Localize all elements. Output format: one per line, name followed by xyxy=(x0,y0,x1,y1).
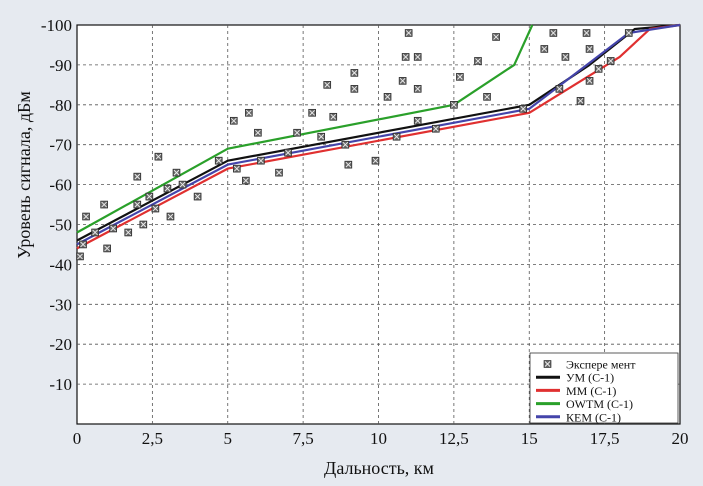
scatter-point xyxy=(133,200,142,209)
legend-label: УМ (С-1) xyxy=(566,371,614,385)
scatter-point xyxy=(178,180,187,189)
x-tick-label: 15 xyxy=(521,429,538,448)
scatter-point xyxy=(109,224,117,233)
y-tick-label: -40 xyxy=(49,255,72,274)
tick-labels: 0 2,5 5 7,5 10 12,5 15 17,5 20 -10 -20 -30 -40 -50 -60… xyxy=(41,16,689,448)
y-tick-label: -80 xyxy=(49,96,72,115)
scatter-point xyxy=(392,132,401,141)
y-tick-label: -70 xyxy=(49,136,72,155)
scatter-point xyxy=(79,240,87,249)
scatter-point xyxy=(344,160,353,169)
scatter-point xyxy=(308,108,316,117)
scatter-point xyxy=(404,29,413,37)
scatter-point xyxy=(254,128,262,137)
scatter-point xyxy=(585,45,594,53)
scatter-point xyxy=(401,53,410,61)
scatter-point xyxy=(624,29,633,37)
scatter-point xyxy=(492,33,500,41)
scatter-point xyxy=(398,77,407,85)
scatter-point xyxy=(371,156,380,165)
scatter-point xyxy=(329,112,338,121)
scatter-point xyxy=(323,81,332,89)
x-tick-label: 20 xyxy=(672,429,689,448)
scatter-point xyxy=(350,69,359,77)
scatter-point xyxy=(594,65,603,73)
scatter-point xyxy=(103,244,111,253)
scatter-point xyxy=(172,168,181,177)
scatter-point xyxy=(483,93,491,101)
scatter-point xyxy=(555,85,564,93)
scatter-point xyxy=(76,252,84,261)
scatter-point xyxy=(450,101,458,109)
x-tick-label: 7,5 xyxy=(293,429,314,448)
y-tick-label: -90 xyxy=(49,56,72,75)
legend-label: КЕМ (С-1) xyxy=(566,410,621,424)
y-tick-label: -10 xyxy=(49,375,72,394)
y-axis-label: Уровень сигнала, дБм xyxy=(14,91,34,259)
legend-marker xyxy=(543,360,552,368)
scatter-point xyxy=(284,148,292,157)
scatter-point xyxy=(139,220,148,229)
scatter-point xyxy=(154,152,163,161)
x-tick-label: 10 xyxy=(370,429,387,448)
y-tick-label: -20 xyxy=(49,335,72,354)
scatter-point xyxy=(293,128,301,137)
scatter-point xyxy=(163,184,172,193)
scatter-point xyxy=(576,97,585,105)
y-tick-label: -100 xyxy=(41,16,72,35)
scatter-point xyxy=(561,53,570,61)
scatter-point xyxy=(431,124,440,133)
scatter-point xyxy=(275,168,283,177)
scatter-point xyxy=(214,156,223,165)
scatter-point xyxy=(456,73,464,81)
scatter-point xyxy=(257,156,265,165)
scatter-point xyxy=(474,57,482,65)
scatter-point xyxy=(383,93,392,101)
scatter-point xyxy=(232,164,241,173)
scatter-point xyxy=(549,29,558,37)
x-tick-label: 12,5 xyxy=(439,429,469,448)
scatter-point xyxy=(245,108,253,117)
series-line xyxy=(76,23,681,246)
x-tick-label: 17,5 xyxy=(590,429,620,448)
y-tick-label: -50 xyxy=(49,216,72,235)
scatter-point xyxy=(229,116,238,125)
scatter-point xyxy=(133,172,142,181)
y-tick-label: -60 xyxy=(49,176,72,195)
scatter-point xyxy=(145,192,154,201)
scatter-point xyxy=(350,85,359,93)
scatter-point xyxy=(519,104,528,113)
series-layer xyxy=(76,23,681,261)
x-axis-label: Дальность, км xyxy=(324,458,434,478)
x-tick-label: 0 xyxy=(73,429,82,448)
scatter-point xyxy=(82,212,90,221)
scatter-point xyxy=(582,29,591,37)
y-tick-label: -30 xyxy=(49,295,72,314)
scatter-point xyxy=(413,53,422,61)
scatter-point xyxy=(413,116,422,125)
scatter-point xyxy=(91,228,99,237)
scatter-point xyxy=(606,57,615,65)
scatter-point xyxy=(124,228,133,237)
scatter-point xyxy=(151,204,160,213)
legend-label: Экспере мент xyxy=(566,358,636,372)
scatter-point xyxy=(193,192,202,201)
legend-label: ММ (С-1) xyxy=(566,384,616,398)
x-tick-label: 5 xyxy=(224,429,233,448)
scatter-point xyxy=(341,140,350,149)
scatter-point xyxy=(413,85,422,93)
grid xyxy=(77,25,680,424)
scatter-point xyxy=(242,176,250,185)
x-tick-label: 2,5 xyxy=(142,429,163,448)
scatter-point xyxy=(540,45,549,53)
scatter-point xyxy=(585,77,594,85)
scatter-point xyxy=(317,132,326,141)
scatter-point xyxy=(166,212,175,221)
scatter-point xyxy=(100,200,108,209)
legend-box xyxy=(529,352,679,424)
legend-label: OWTM (C-1) xyxy=(566,397,633,411)
